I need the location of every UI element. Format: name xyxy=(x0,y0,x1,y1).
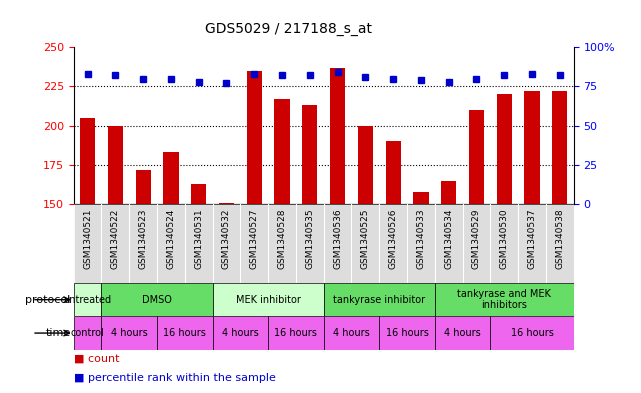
FancyBboxPatch shape xyxy=(213,316,268,350)
FancyBboxPatch shape xyxy=(435,283,574,316)
Bar xyxy=(302,105,317,204)
Text: time: time xyxy=(46,328,71,338)
Text: ■ count: ■ count xyxy=(74,354,119,364)
Text: DMSO: DMSO xyxy=(142,295,172,305)
FancyBboxPatch shape xyxy=(129,204,157,283)
Text: 4 hours: 4 hours xyxy=(222,328,259,338)
FancyBboxPatch shape xyxy=(101,316,157,350)
Text: GSM1340537: GSM1340537 xyxy=(528,208,537,269)
Bar xyxy=(163,152,179,204)
FancyBboxPatch shape xyxy=(546,204,574,283)
FancyBboxPatch shape xyxy=(435,316,490,350)
FancyBboxPatch shape xyxy=(213,204,240,283)
Text: MEK inhibitor: MEK inhibitor xyxy=(236,295,301,305)
Bar xyxy=(80,118,96,204)
FancyBboxPatch shape xyxy=(379,316,435,350)
Bar xyxy=(524,91,540,204)
FancyBboxPatch shape xyxy=(268,204,296,283)
Bar xyxy=(135,170,151,204)
Text: GSM1340538: GSM1340538 xyxy=(555,208,564,269)
FancyBboxPatch shape xyxy=(157,204,185,283)
Text: GSM1340531: GSM1340531 xyxy=(194,208,203,269)
Text: GSM1340534: GSM1340534 xyxy=(444,208,453,269)
Bar xyxy=(247,71,262,204)
FancyBboxPatch shape xyxy=(490,204,518,283)
Bar xyxy=(497,94,512,204)
FancyBboxPatch shape xyxy=(268,316,324,350)
Text: GSM1340523: GSM1340523 xyxy=(138,208,147,269)
Text: 16 hours: 16 hours xyxy=(386,328,428,338)
FancyBboxPatch shape xyxy=(324,204,351,283)
FancyBboxPatch shape xyxy=(324,316,379,350)
Bar xyxy=(413,192,429,204)
Bar xyxy=(385,141,401,204)
Bar xyxy=(108,126,123,204)
FancyBboxPatch shape xyxy=(74,316,101,350)
Text: 4 hours: 4 hours xyxy=(111,328,147,338)
Text: control: control xyxy=(71,328,104,338)
FancyBboxPatch shape xyxy=(324,283,435,316)
FancyBboxPatch shape xyxy=(463,204,490,283)
Text: GSM1340525: GSM1340525 xyxy=(361,208,370,269)
Text: GSM1340521: GSM1340521 xyxy=(83,208,92,269)
Text: GSM1340536: GSM1340536 xyxy=(333,208,342,269)
Bar xyxy=(191,184,206,204)
FancyBboxPatch shape xyxy=(185,204,213,283)
Text: 16 hours: 16 hours xyxy=(163,328,206,338)
Text: 16 hours: 16 hours xyxy=(274,328,317,338)
Text: tankyrase and MEK
inhibitors: tankyrase and MEK inhibitors xyxy=(457,289,551,310)
Text: GSM1340533: GSM1340533 xyxy=(417,208,426,269)
Text: tankyrase inhibitor: tankyrase inhibitor xyxy=(333,295,426,305)
Text: GSM1340529: GSM1340529 xyxy=(472,208,481,269)
Text: GSM1340527: GSM1340527 xyxy=(250,208,259,269)
FancyBboxPatch shape xyxy=(490,316,574,350)
Text: GSM1340526: GSM1340526 xyxy=(388,208,397,269)
Bar xyxy=(441,181,456,204)
Text: 4 hours: 4 hours xyxy=(333,328,370,338)
Text: 16 hours: 16 hours xyxy=(511,328,553,338)
Text: GSM1340524: GSM1340524 xyxy=(167,208,176,269)
Bar xyxy=(330,68,345,204)
FancyBboxPatch shape xyxy=(213,283,324,316)
FancyBboxPatch shape xyxy=(240,204,268,283)
Bar xyxy=(469,110,484,204)
FancyBboxPatch shape xyxy=(351,204,379,283)
FancyBboxPatch shape xyxy=(157,316,213,350)
Text: untreated: untreated xyxy=(63,295,112,305)
Bar xyxy=(219,203,234,204)
FancyBboxPatch shape xyxy=(74,283,101,316)
FancyBboxPatch shape xyxy=(74,204,101,283)
Text: GDS5029 / 217188_s_at: GDS5029 / 217188_s_at xyxy=(205,22,372,36)
Text: GSM1340530: GSM1340530 xyxy=(500,208,509,269)
Bar xyxy=(552,91,567,204)
FancyBboxPatch shape xyxy=(379,204,407,283)
FancyBboxPatch shape xyxy=(101,204,129,283)
Text: 4 hours: 4 hours xyxy=(444,328,481,338)
Bar xyxy=(358,126,373,204)
Text: ■ percentile rank within the sample: ■ percentile rank within the sample xyxy=(74,373,276,383)
Bar xyxy=(274,99,290,204)
Text: GSM1340535: GSM1340535 xyxy=(305,208,314,269)
Text: protocol: protocol xyxy=(25,295,71,305)
Text: GSM1340522: GSM1340522 xyxy=(111,208,120,269)
FancyBboxPatch shape xyxy=(407,204,435,283)
FancyBboxPatch shape xyxy=(518,204,546,283)
FancyBboxPatch shape xyxy=(101,283,213,316)
Text: GSM1340532: GSM1340532 xyxy=(222,208,231,269)
FancyBboxPatch shape xyxy=(296,204,324,283)
Text: GSM1340528: GSM1340528 xyxy=(278,208,287,269)
FancyBboxPatch shape xyxy=(435,204,463,283)
